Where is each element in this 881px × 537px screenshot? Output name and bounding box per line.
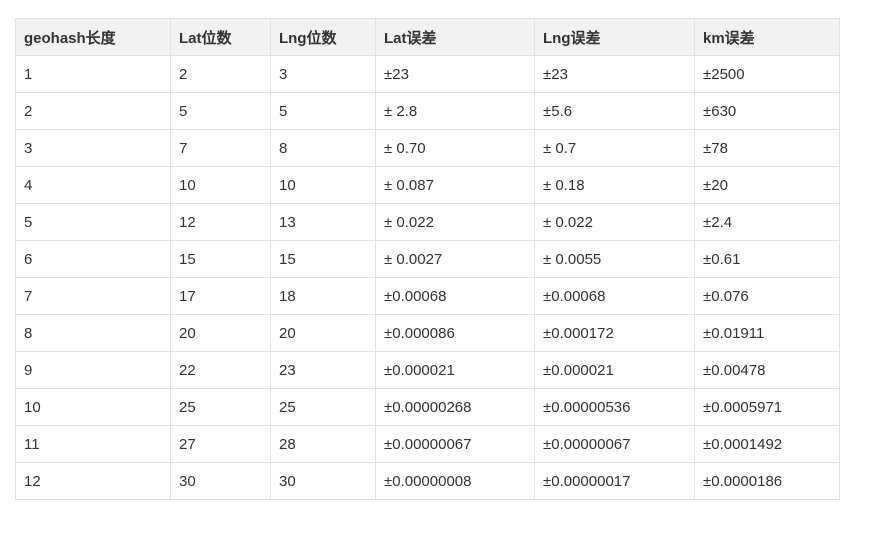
cell-lng-error: ±23 — [534, 55, 695, 93]
cell-lng-bits: 30 — [270, 462, 376, 500]
cell-lng-bits: 18 — [270, 277, 376, 315]
cell-lat-error: ±0.00000008 — [375, 462, 535, 500]
cell-lat-bits: 27 — [170, 425, 271, 463]
table-row: 1 2 3 ±23 ±23 ±2500 — [15, 55, 840, 93]
cell-geohash-length: 1 — [15, 55, 171, 93]
cell-geohash-length: 6 — [15, 240, 171, 278]
cell-lng-bits: 23 — [270, 351, 376, 389]
cell-lng-error: ±0.000172 — [534, 314, 695, 352]
cell-km-error: ±2500 — [694, 55, 840, 93]
table-row: 9 22 23 ±0.000021 ±0.000021 ±0.00478 — [15, 351, 840, 389]
header-geohash-length: geohash长度 — [15, 18, 171, 56]
header-km-error: km误差 — [694, 18, 840, 56]
cell-lng-error: ± 0.18 — [534, 166, 695, 204]
cell-lng-error: ±0.000021 — [534, 351, 695, 389]
cell-lat-bits: 7 — [170, 129, 271, 167]
cell-lng-error: ± 0.022 — [534, 203, 695, 241]
table-row: 2 5 5 ± 2.8 ±5.6 ±630 — [15, 92, 840, 130]
cell-lng-bits: 13 — [270, 203, 376, 241]
cell-lng-bits: 25 — [270, 388, 376, 426]
header-lng-error: Lng误差 — [534, 18, 695, 56]
cell-lng-bits: 3 — [270, 55, 376, 93]
table-row: 6 15 15 ± 0.0027 ± 0.0055 ±0.61 — [15, 240, 840, 278]
cell-lng-error: ± 0.0055 — [534, 240, 695, 278]
cell-km-error: ±0.0000186 — [694, 462, 840, 500]
cell-lat-error: ±0.00000067 — [375, 425, 535, 463]
cell-km-error: ±0.076 — [694, 277, 840, 315]
cell-lat-error: ±23 — [375, 55, 535, 93]
cell-geohash-length: 8 — [15, 314, 171, 352]
cell-lng-error: ±0.00000067 — [534, 425, 695, 463]
cell-geohash-length: 2 — [15, 92, 171, 130]
cell-km-error: ±78 — [694, 129, 840, 167]
cell-lat-bits: 12 — [170, 203, 271, 241]
table-header: geohash长度 Lat位数 Lng位数 Lat误差 Lng误差 km误差 — [15, 18, 840, 56]
table-row: 3 7 8 ± 0.70 ± 0.7 ±78 — [15, 129, 840, 167]
cell-lat-bits: 2 — [170, 55, 271, 93]
cell-lat-bits: 25 — [170, 388, 271, 426]
cell-lng-bits: 20 — [270, 314, 376, 352]
cell-lng-error: ±0.00068 — [534, 277, 695, 315]
cell-lat-bits: 22 — [170, 351, 271, 389]
geohash-precision-table-container: geohash长度 Lat位数 Lng位数 Lat误差 Lng误差 km误差 1… — [15, 18, 840, 500]
cell-geohash-length: 9 — [15, 351, 171, 389]
cell-lng-error: ± 0.7 — [534, 129, 695, 167]
cell-lat-error: ±0.00068 — [375, 277, 535, 315]
cell-lat-bits: 15 — [170, 240, 271, 278]
cell-lng-bits: 15 — [270, 240, 376, 278]
cell-lat-error: ±0.00000268 — [375, 388, 535, 426]
geohash-precision-table: geohash长度 Lat位数 Lng位数 Lat误差 Lng误差 km误差 1… — [15, 18, 840, 500]
header-lng-bits: Lng位数 — [270, 18, 376, 56]
cell-km-error: ±0.0001492 — [694, 425, 840, 463]
cell-lng-bits: 10 — [270, 166, 376, 204]
cell-geohash-length: 10 — [15, 388, 171, 426]
cell-geohash-length: 12 — [15, 462, 171, 500]
cell-km-error: ±0.01911 — [694, 314, 840, 352]
cell-lat-error: ± 0.087 — [375, 166, 535, 204]
table-row: 12 30 30 ±0.00000008 ±0.00000017 ±0.0000… — [15, 462, 840, 500]
cell-km-error: ±630 — [694, 92, 840, 130]
cell-km-error: ±0.0005971 — [694, 388, 840, 426]
cell-geohash-length: 11 — [15, 425, 171, 463]
cell-lat-bits: 30 — [170, 462, 271, 500]
cell-geohash-length: 3 — [15, 129, 171, 167]
cell-lng-bits: 8 — [270, 129, 376, 167]
table-row: 5 12 13 ± 0.022 ± 0.022 ±2.4 — [15, 203, 840, 241]
table-row: 4 10 10 ± 0.087 ± 0.18 ±20 — [15, 166, 840, 204]
cell-lat-bits: 5 — [170, 92, 271, 130]
cell-lat-error: ±0.000086 — [375, 314, 535, 352]
cell-lat-error: ± 0.70 — [375, 129, 535, 167]
cell-km-error: ±2.4 — [694, 203, 840, 241]
cell-lat-error: ± 0.0027 — [375, 240, 535, 278]
cell-lng-bits: 5 — [270, 92, 376, 130]
cell-geohash-length: 5 — [15, 203, 171, 241]
cell-geohash-length: 4 — [15, 166, 171, 204]
cell-km-error: ±0.00478 — [694, 351, 840, 389]
cell-lat-error: ± 0.022 — [375, 203, 535, 241]
cell-lat-error: ± 2.8 — [375, 92, 535, 130]
cell-lng-error: ±0.00000536 — [534, 388, 695, 426]
table-row: 10 25 25 ±0.00000268 ±0.00000536 ±0.0005… — [15, 388, 840, 426]
cell-lat-bits: 10 — [170, 166, 271, 204]
header-lat-bits: Lat位数 — [170, 18, 271, 56]
table-row: 11 27 28 ±0.00000067 ±0.00000067 ±0.0001… — [15, 425, 840, 463]
cell-lat-bits: 20 — [170, 314, 271, 352]
table-row: 7 17 18 ±0.00068 ±0.00068 ±0.076 — [15, 277, 840, 315]
cell-km-error: ±0.61 — [694, 240, 840, 278]
table-body: 1 2 3 ±23 ±23 ±2500 2 5 5 ± 2.8 ±5.6 ±63… — [15, 55, 840, 500]
cell-km-error: ±20 — [694, 166, 840, 204]
cell-lng-bits: 28 — [270, 425, 376, 463]
cell-lat-bits: 17 — [170, 277, 271, 315]
cell-lat-error: ±0.000021 — [375, 351, 535, 389]
cell-geohash-length: 7 — [15, 277, 171, 315]
header-row: geohash长度 Lat位数 Lng位数 Lat误差 Lng误差 km误差 — [15, 18, 840, 56]
cell-lng-error: ±0.00000017 — [534, 462, 695, 500]
table-row: 8 20 20 ±0.000086 ±0.000172 ±0.01911 — [15, 314, 840, 352]
cell-lng-error: ±5.6 — [534, 92, 695, 130]
header-lat-error: Lat误差 — [375, 18, 535, 56]
